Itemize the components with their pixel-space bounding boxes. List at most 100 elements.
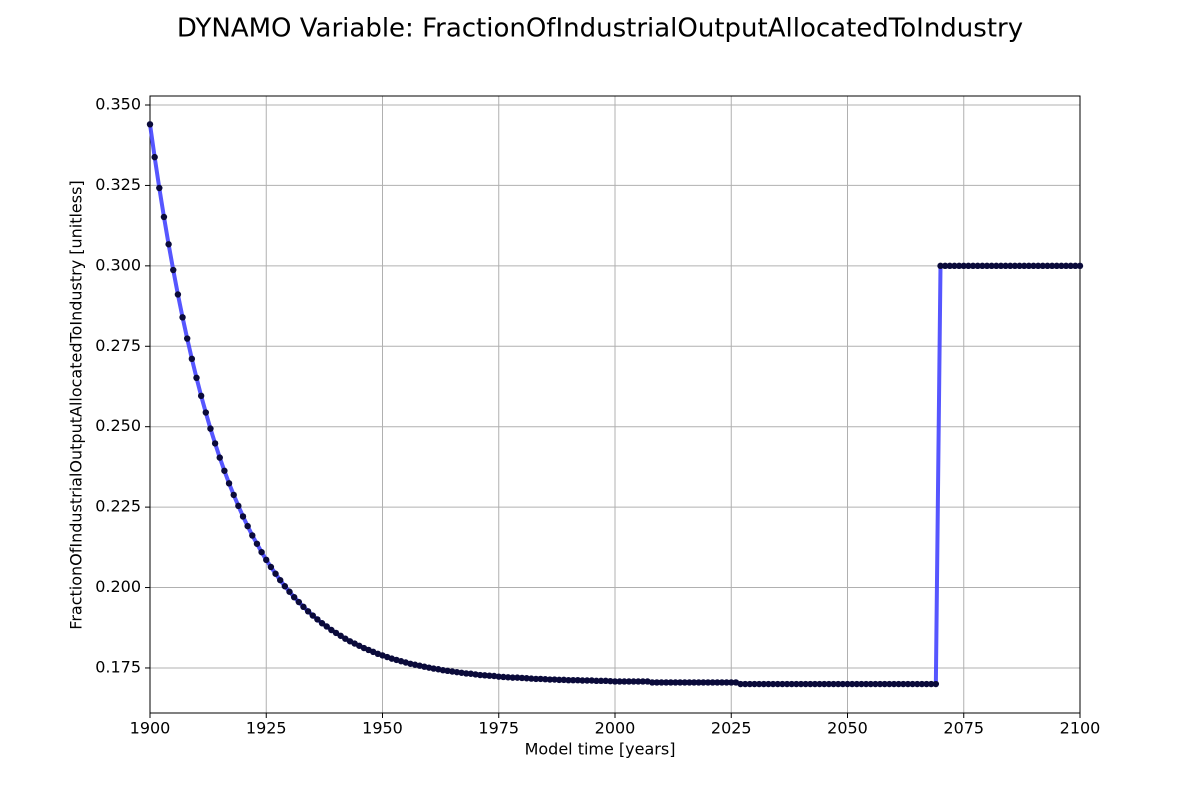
x-tick-label: 2000 bbox=[595, 719, 636, 738]
data-point bbox=[569, 676, 577, 684]
data-point bbox=[895, 680, 902, 688]
data-point bbox=[639, 678, 647, 685]
data-point bbox=[239, 513, 247, 520]
data-point bbox=[607, 677, 614, 685]
data-point bbox=[969, 262, 977, 270]
data-point bbox=[760, 680, 767, 688]
data-point bbox=[728, 679, 735, 686]
data-point bbox=[281, 583, 289, 590]
data-point bbox=[941, 262, 949, 270]
data-point bbox=[1007, 262, 1014, 270]
data-point bbox=[918, 680, 926, 688]
data-point bbox=[156, 184, 163, 192]
data-point bbox=[751, 680, 758, 688]
x-tick-label: 2025 bbox=[711, 719, 752, 738]
data-point bbox=[797, 680, 805, 688]
data-point bbox=[723, 679, 730, 686]
data-point bbox=[551, 676, 558, 683]
data-point bbox=[230, 491, 237, 499]
data-point bbox=[709, 679, 716, 686]
data-point bbox=[955, 262, 963, 270]
data-point bbox=[160, 213, 168, 221]
data-point bbox=[151, 153, 158, 161]
data-point bbox=[332, 629, 340, 637]
x-tick-label: 1925 bbox=[246, 719, 287, 738]
data-point bbox=[560, 676, 568, 684]
data-point bbox=[807, 680, 814, 688]
data-point bbox=[207, 425, 214, 432]
data-point bbox=[965, 262, 972, 270]
data-point bbox=[1039, 262, 1047, 270]
x-tick-label: 1975 bbox=[478, 719, 519, 738]
data-point bbox=[1020, 262, 1028, 270]
data-point bbox=[914, 680, 921, 688]
data-point bbox=[290, 593, 298, 601]
data-point bbox=[1067, 262, 1074, 270]
data-point bbox=[304, 608, 312, 615]
data-point bbox=[286, 588, 293, 595]
y-tick-label: 0.225 bbox=[95, 497, 141, 516]
data-point bbox=[249, 532, 256, 539]
data-point bbox=[839, 680, 847, 688]
data-point bbox=[1002, 262, 1009, 270]
data-point bbox=[318, 620, 326, 627]
data-point bbox=[686, 679, 693, 686]
data-point bbox=[904, 680, 912, 688]
data-point bbox=[835, 680, 842, 688]
data-point bbox=[184, 335, 191, 342]
data-point bbox=[244, 522, 251, 530]
data-point bbox=[951, 262, 958, 270]
x-tick-label: 2100 bbox=[1060, 719, 1101, 738]
data-point bbox=[476, 671, 484, 679]
chart-title: DYNAMO Variable: FractionOfIndustrialOut… bbox=[177, 14, 1023, 44]
data-point bbox=[848, 680, 856, 688]
data-point bbox=[890, 680, 898, 688]
data-point bbox=[1062, 262, 1070, 270]
data-point bbox=[676, 679, 684, 686]
x-tick-label: 2075 bbox=[943, 719, 984, 738]
data-point bbox=[672, 679, 679, 686]
y-axis-label: FractionOfIndustrialOutputAllocatedToInd… bbox=[67, 180, 86, 629]
data-point bbox=[625, 678, 633, 685]
data-point bbox=[886, 680, 893, 688]
data-point bbox=[523, 675, 530, 682]
data-point bbox=[165, 241, 172, 248]
data-point bbox=[1025, 262, 1033, 270]
data-point bbox=[542, 676, 549, 683]
data-point bbox=[174, 291, 182, 298]
data-point bbox=[258, 548, 265, 556]
data-point bbox=[993, 262, 1000, 270]
x-tick-label: 2050 bbox=[827, 719, 868, 738]
data-point bbox=[277, 576, 284, 584]
data-point bbox=[202, 409, 209, 416]
data-point bbox=[267, 563, 275, 571]
data-point bbox=[960, 262, 967, 270]
data-point bbox=[616, 678, 623, 685]
data-point bbox=[225, 480, 233, 487]
data-point bbox=[988, 262, 995, 270]
data-point bbox=[783, 680, 791, 688]
data-point bbox=[1048, 262, 1056, 270]
data-point bbox=[765, 680, 772, 688]
data-point bbox=[597, 677, 605, 685]
y-tick-label: 0.275 bbox=[95, 336, 141, 355]
data-point bbox=[755, 680, 763, 688]
data-point bbox=[909, 680, 916, 688]
data-point bbox=[979, 262, 986, 270]
x-tick-label: 1950 bbox=[362, 719, 403, 738]
data-point bbox=[937, 262, 944, 270]
data-point bbox=[825, 680, 833, 688]
data-point bbox=[742, 680, 749, 688]
data-point bbox=[323, 623, 330, 630]
data-point bbox=[272, 570, 279, 577]
data-point bbox=[662, 679, 670, 686]
y-tick-label: 0.350 bbox=[95, 95, 141, 114]
data-point bbox=[314, 616, 321, 623]
data-point bbox=[1030, 262, 1037, 270]
data-point bbox=[574, 676, 581, 684]
data-point bbox=[221, 467, 228, 474]
data-point bbox=[565, 676, 572, 684]
data-point bbox=[518, 674, 526, 682]
data-point bbox=[983, 262, 991, 270]
